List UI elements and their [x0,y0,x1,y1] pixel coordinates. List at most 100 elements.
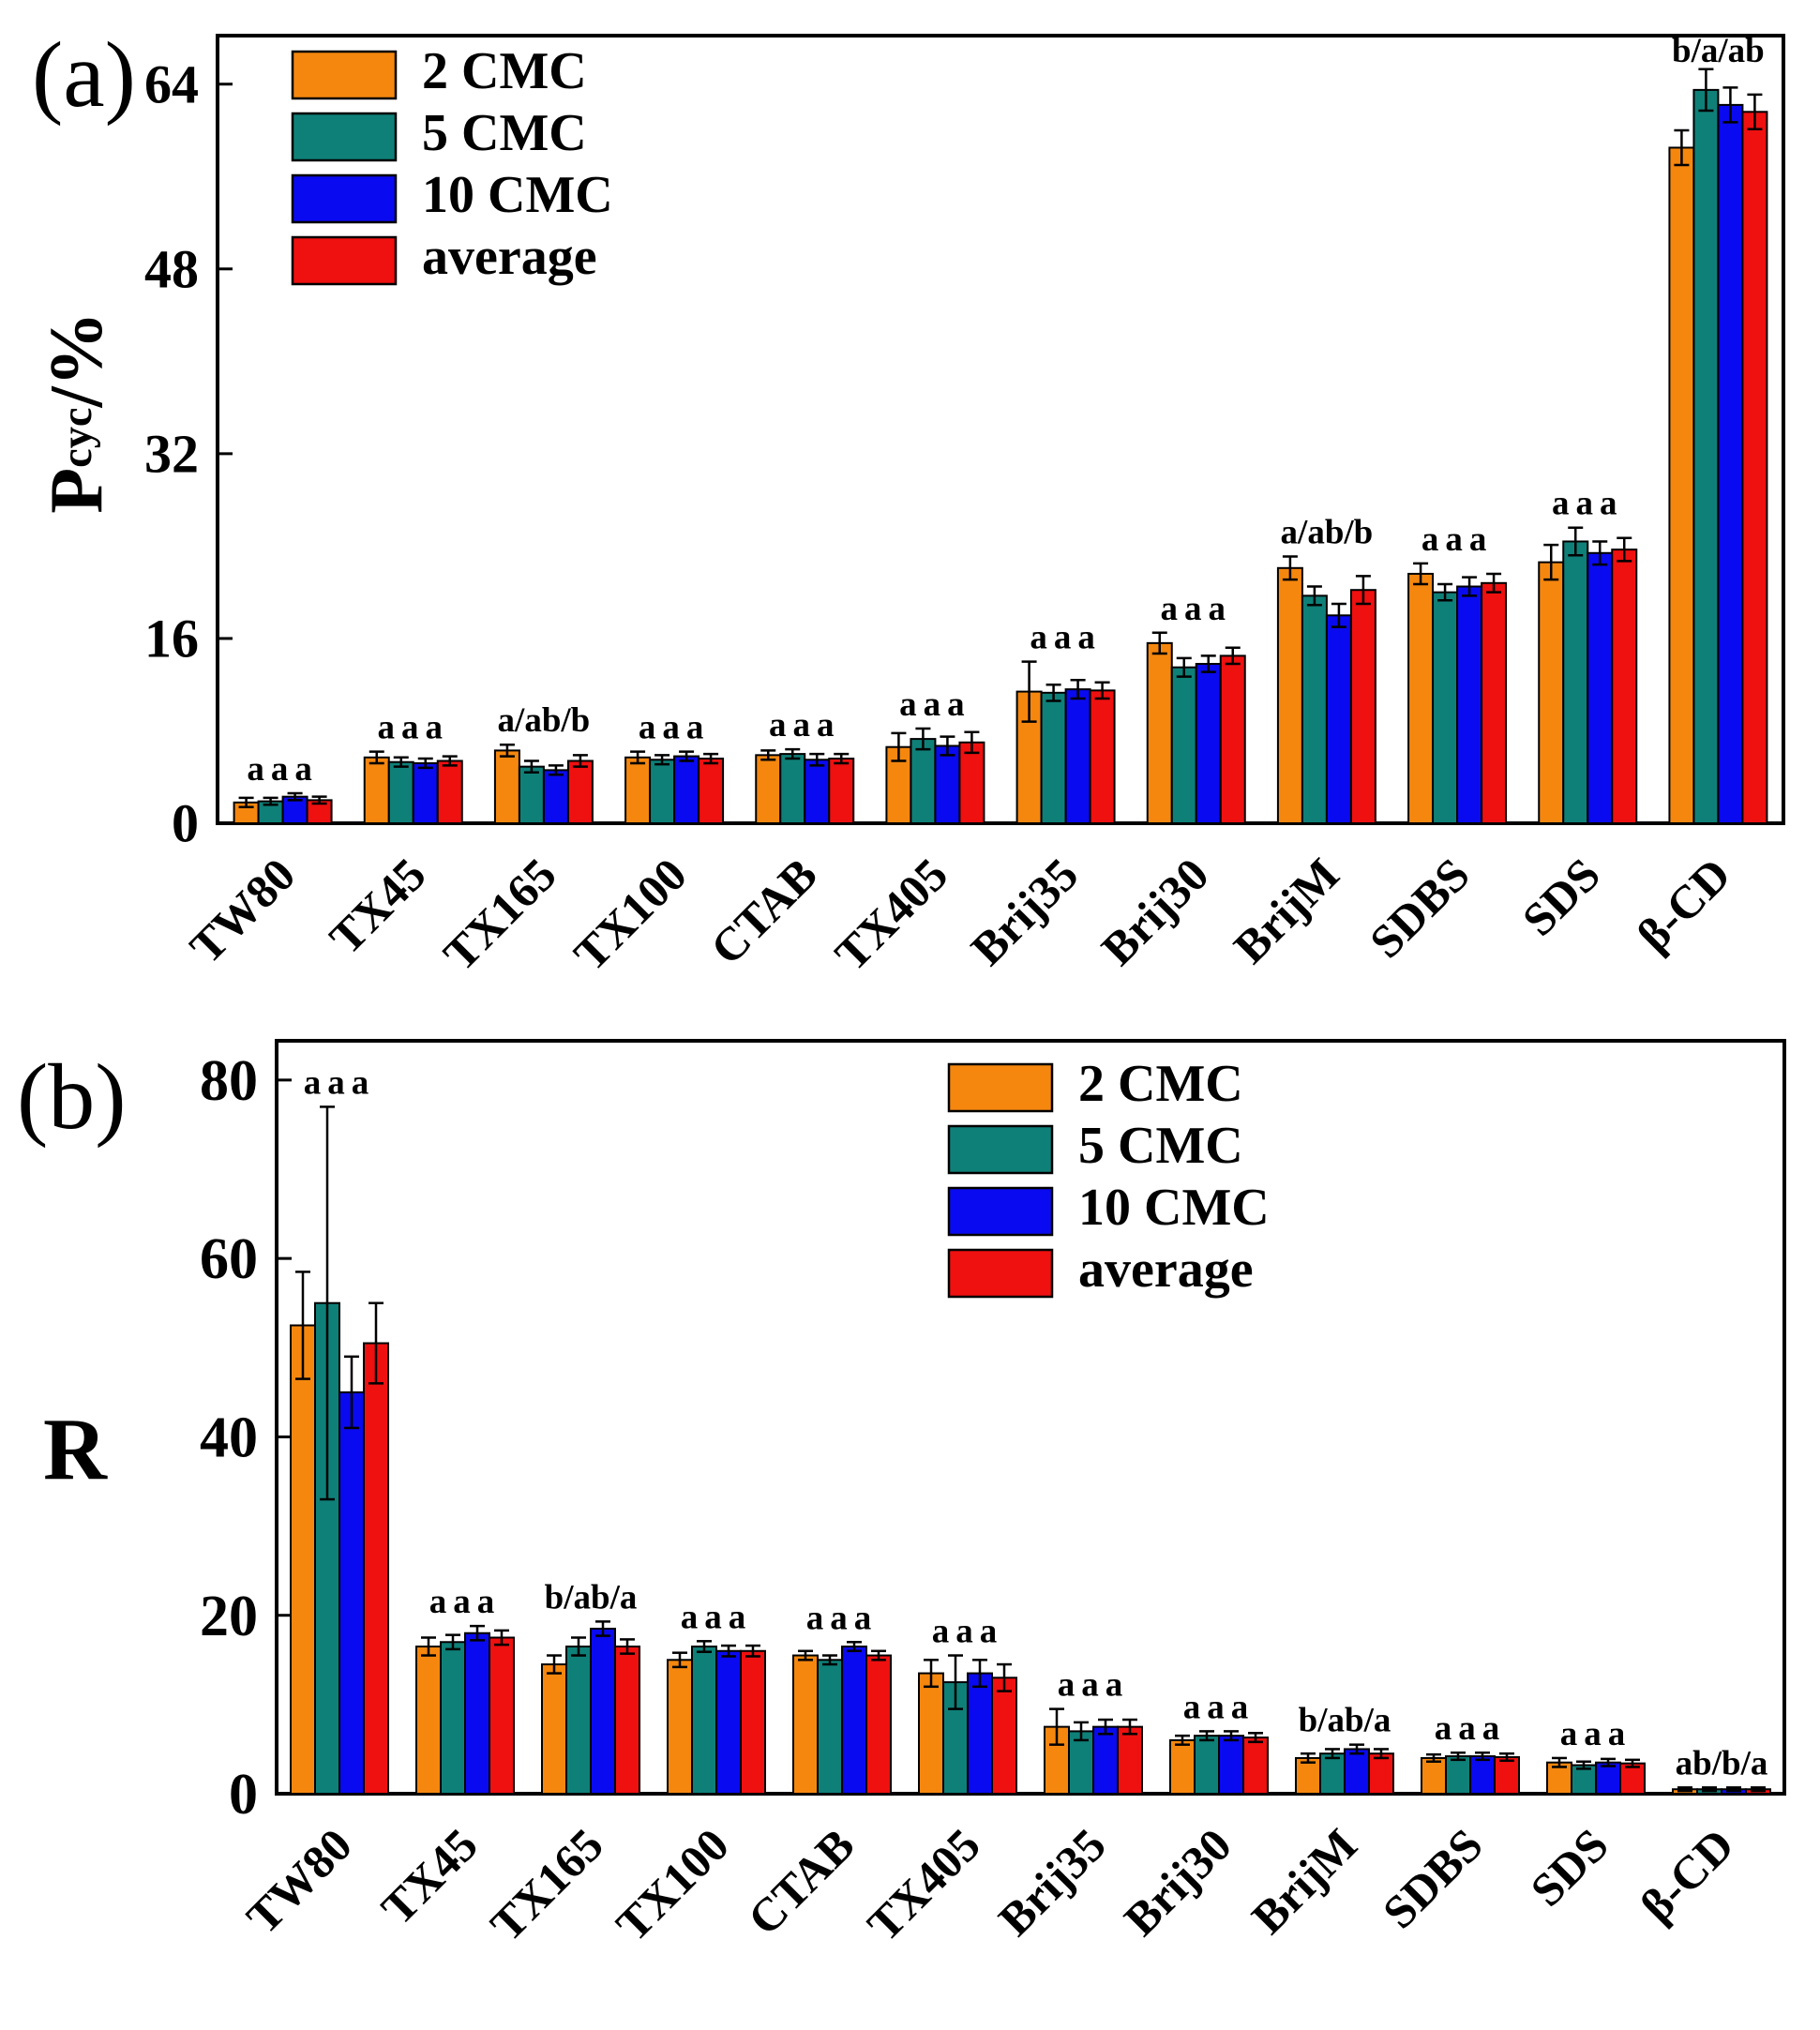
y-tick-label: 0 [229,1763,258,1827]
x-tick-label: TX100 [564,848,697,981]
bar [542,769,569,824]
significance-label: a/ab/b [498,701,591,740]
legend-swatch [291,173,398,224]
bar [673,755,700,824]
y-tick-label: 60 [200,1227,258,1291]
bar [649,759,676,824]
bar [387,760,414,825]
y-tick-label: 40 [200,1406,258,1470]
bar [1040,691,1067,824]
bar [1432,591,1459,825]
significance-label: aaa [681,1598,753,1636]
x-tick-label: BrijM [1224,848,1349,973]
bar [1538,561,1565,824]
bar [698,758,725,824]
x-tick-label: TX45 [371,1818,488,1934]
y-tick-label: 64 [144,53,199,114]
significance-label: b/ab/a [1299,1702,1391,1740]
bar [991,1677,1017,1796]
x-tick-label: TX165 [480,1818,613,1951]
bar [1195,663,1222,824]
legend-swatch [291,235,398,286]
y-tick-label: 16 [144,609,199,669]
bar [1344,1748,1370,1796]
x-tick-label: SDBS [1373,1818,1493,1938]
legend-label: 10 CMC [422,166,613,224]
bar [967,1672,993,1796]
x-tick-label: Brij30 [1091,848,1219,975]
y-tick-label: 0 [172,793,199,854]
bar [817,1659,843,1796]
bar [1692,88,1720,825]
legend-label: average [422,228,597,286]
x-tick-label: TW80 [179,848,305,973]
significance-label: aaa [247,750,319,789]
y-tick-label: 80 [200,1049,258,1113]
bar [755,754,782,824]
bar [541,1663,567,1795]
bar [841,1646,867,1795]
bar [1494,1755,1520,1795]
bar [1170,666,1197,825]
bar [910,738,937,824]
significance-label: aaa [1183,1688,1256,1726]
legend-label: 2 CMC [1078,1055,1243,1113]
bar [1349,589,1376,824]
significance-label: aaa [1560,1715,1632,1753]
y-tick-label: 32 [144,424,199,485]
legend-label: 5 CMC [1078,1117,1243,1175]
bar [828,758,855,824]
bar [436,759,463,825]
significance-label: aaa [1030,619,1102,657]
bar [363,756,390,825]
bar [1445,1755,1471,1795]
legend-swatch [947,1248,1054,1299]
legend-label: average [1078,1241,1254,1299]
x-tick-label: TX405 [857,1818,990,1951]
significance-label: aaa [1435,1709,1507,1748]
bar [1481,581,1508,824]
significance-label: a/ab/b [1281,513,1374,551]
significance-label: aaa [429,1583,502,1621]
significance-label: aaa [1552,485,1624,523]
bar [565,1646,592,1795]
y-axis-label-b: R [43,1399,107,1500]
bar [1219,654,1246,825]
x-tick-label: SDS [1512,848,1610,945]
bar [865,1654,892,1796]
bar [1146,641,1173,825]
x-tick-label: TX45 [319,848,435,964]
panel-b-label: (b) [17,1045,127,1149]
significance-label: aaa [378,709,450,747]
significance-label: aaa [899,685,971,724]
bar [464,1632,490,1795]
significance-label: aaa [932,1613,1004,1651]
significance-label: aaa [639,709,711,747]
ylabel-a-rest: /% [35,311,118,408]
bar [804,759,831,824]
x-tick-label: SDS [1520,1818,1617,1916]
bar [1089,689,1116,825]
x-tick-label: Brij35 [988,1818,1116,1946]
legend-label: 5 CMC [422,104,587,162]
legend-swatch [291,50,398,100]
x-tick-label: Brij35 [961,848,1089,975]
bar [691,1646,717,1795]
bar [1668,146,1695,824]
bar [415,1646,442,1795]
bar [1717,103,1744,825]
bar [1068,1730,1094,1796]
bar [934,744,961,825]
bar [1407,572,1435,824]
legend-swatch [291,112,398,162]
x-tick-label: CTAB [700,848,827,974]
legend-label: 2 CMC [422,42,587,100]
bar [1092,1725,1119,1795]
significance-label: b/a/ab [1672,32,1765,70]
x-tick-label: β-CD [1631,1818,1744,1932]
significance-label: aaa [1058,1666,1130,1705]
plot-box-a [216,34,1785,825]
